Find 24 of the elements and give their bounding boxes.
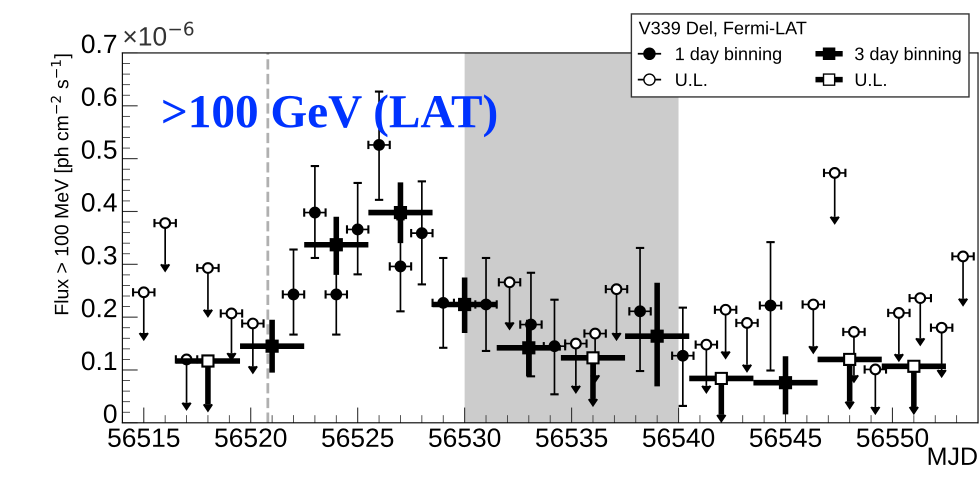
y-tick-label: 0.5 (82, 140, 116, 159)
y-tick-label: 0.2 (82, 298, 116, 318)
y-tick-label: 0 (104, 404, 116, 424)
legend-label: 3 day binning (855, 47, 961, 64)
text: ×10$^{−6}$ (124, 22, 194, 46)
x-tick-label: 56520 (215, 428, 286, 448)
legend-label: U.L. (676, 74, 706, 86)
x-axis-title: MJD (928, 448, 977, 466)
x-tick-label: 56550 (856, 428, 928, 448)
x-tick-label: 56530 (429, 428, 500, 448)
x-tick-label: 56525 (322, 428, 394, 448)
y-tick-label: 0.6 (82, 87, 116, 106)
y-axis-title: Flux > 100 MeV [ph cm$^{−2}$ s$^{−1}$] (50, 54, 72, 314)
y-tick-label: 0.1 (82, 352, 116, 370)
legend-title: V339 Del, Fermi-LAT (638, 21, 806, 37)
y-tick-label: 0.7 (82, 34, 116, 54)
x-tick-label: 56545 (750, 428, 822, 448)
x-tick-label: 56515 (108, 428, 180, 448)
x-tick-label: 56535 (536, 428, 608, 448)
y-tick-label: 0.4 (82, 193, 117, 212)
legend-label: U.L. (856, 74, 886, 86)
y-tick-label: 0.3 (82, 246, 116, 265)
legend-label: 1 day binning (676, 47, 781, 64)
x-tick-label: 56540 (642, 428, 714, 448)
